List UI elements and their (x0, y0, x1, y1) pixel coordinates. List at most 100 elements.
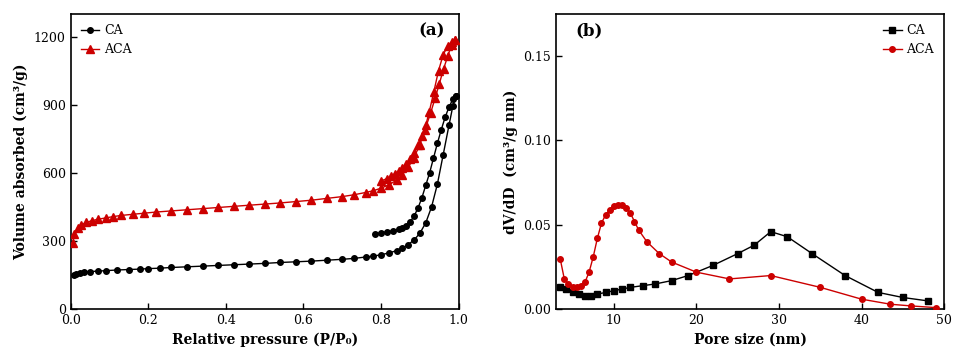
CA (336, 257, 348, 261)
CA (99, 269, 111, 273)
CA (359, 255, 371, 259)
CA (591, 292, 603, 296)
ACA (375, 186, 386, 190)
ACA (397, 173, 409, 177)
ACA (69, 232, 80, 236)
CA (450, 93, 462, 98)
CA (447, 104, 459, 108)
ACA (166, 209, 178, 213)
ACA (433, 69, 444, 73)
ACA (442, 44, 454, 48)
CA (600, 290, 611, 295)
CA (391, 248, 403, 253)
ACA (107, 214, 119, 219)
CA (78, 270, 90, 274)
ACA (403, 165, 414, 169)
CA (574, 292, 585, 296)
CA (625, 285, 637, 290)
Text: (a): (a) (418, 23, 444, 40)
ACA (127, 212, 138, 217)
ACA (359, 190, 371, 195)
ACA (228, 204, 240, 209)
ACA (138, 211, 150, 216)
ACA (243, 203, 255, 207)
ACA (80, 220, 92, 225)
CA (84, 269, 96, 274)
ACA (814, 285, 826, 290)
ACA (885, 302, 896, 306)
ACA (587, 255, 599, 259)
Legend: CA, ACA: CA, ACA (77, 20, 135, 60)
ACA (391, 178, 403, 182)
CA (134, 267, 146, 271)
Line: CA: CA (557, 229, 930, 304)
CA (243, 262, 255, 266)
CA (182, 265, 193, 269)
ACA (616, 203, 628, 207)
ACA (724, 277, 735, 281)
CA (154, 266, 165, 270)
Y-axis label: Volume absorbed (cm³/g): Volume absorbed (cm³/g) (14, 63, 28, 260)
CA (321, 258, 332, 262)
ACA (600, 213, 611, 217)
CA (682, 273, 694, 278)
ACA (71, 226, 83, 230)
ACA (691, 270, 702, 274)
ACA (575, 283, 586, 288)
Legend: CA, ACA: CA, ACA (879, 20, 938, 60)
CA (732, 251, 744, 256)
ACA (930, 305, 942, 310)
CA (403, 242, 414, 247)
CA (305, 259, 317, 263)
ACA (596, 221, 608, 225)
CA (74, 270, 86, 275)
ACA (115, 213, 127, 218)
ACA (150, 210, 161, 214)
ACA (290, 199, 301, 204)
CA (807, 251, 818, 256)
ACA (591, 236, 603, 240)
CA (666, 278, 677, 283)
ACA (348, 193, 359, 197)
CA (92, 269, 103, 273)
CA (608, 288, 619, 293)
Text: (b): (b) (576, 23, 603, 40)
ACA (612, 203, 624, 207)
CA (443, 123, 455, 127)
ACA (641, 240, 653, 244)
ACA (856, 297, 867, 301)
ACA (418, 128, 430, 132)
CA (166, 265, 178, 270)
ACA (449, 38, 461, 42)
CA (397, 246, 409, 251)
ACA (765, 273, 777, 278)
CA (649, 282, 661, 286)
ACA (213, 205, 224, 210)
CA (616, 287, 628, 291)
CA (749, 243, 760, 247)
ACA (558, 277, 570, 281)
ACA (554, 257, 566, 261)
CA (839, 273, 851, 278)
Y-axis label: dV/dD  (cm³/g nm): dV/dD (cm³/g nm) (503, 90, 518, 234)
CA (420, 221, 432, 225)
ACA (92, 217, 103, 222)
ACA (567, 285, 579, 290)
ACA (75, 223, 87, 227)
Line: ACA: ACA (69, 36, 460, 248)
CA (432, 182, 443, 187)
CA (71, 271, 82, 276)
CA (438, 153, 449, 157)
CA (123, 268, 134, 272)
CA (290, 260, 301, 264)
ACA (99, 216, 111, 220)
CA (554, 285, 566, 290)
CA (409, 238, 420, 242)
ACA (629, 219, 640, 224)
CA (897, 295, 909, 300)
CA (560, 287, 572, 291)
CA (707, 263, 719, 268)
CA (426, 205, 438, 209)
CA (259, 261, 270, 266)
CA (111, 268, 123, 272)
